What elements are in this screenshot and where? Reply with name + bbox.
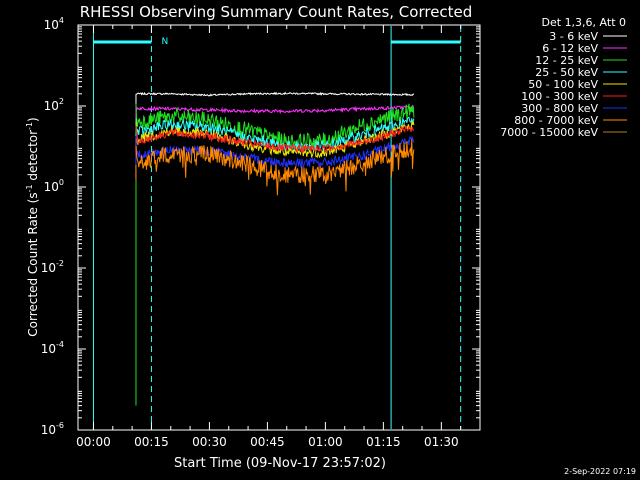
y-tick-exp: 2 <box>59 97 64 106</box>
footer-timestamp: 2-Sep-2022 07:19 <box>564 467 636 476</box>
y-axis-label-part2: detector <box>26 130 40 185</box>
x-tick-label: 00:15 <box>134 435 169 449</box>
y-tick-label: 10-4 <box>41 340 64 356</box>
y-tick-base: 10 <box>41 423 56 437</box>
y-tick-base: 10 <box>44 180 59 194</box>
y-tick-base: 10 <box>44 18 59 32</box>
y-tick-label: 104 <box>44 16 64 32</box>
x-axis: 00:00 00:15 00:30 00:45 01:00 01:15 01:30 <box>76 25 481 449</box>
legend-label: 800 - 7000 keV <box>514 114 598 127</box>
plot-area: N <box>92 26 462 429</box>
x-tick-label: 00:00 <box>76 435 111 449</box>
series-line <box>135 104 415 115</box>
legend-label: 7000 - 15000 keV <box>500 126 598 139</box>
x-tick-label: 01:15 <box>366 435 401 449</box>
y-axis-label: Corrected Count Rate (s-1 detector-1) <box>25 117 40 336</box>
y-axis-label-part3: ) <box>26 117 40 122</box>
y-axis-label-sup2: -1 <box>25 122 34 130</box>
legend-label: 25 - 50 keV <box>535 66 598 79</box>
plot-frame <box>77 24 481 431</box>
legend-label: 50 - 100 keV <box>528 78 598 91</box>
x-axis-label: Start Time (09-Nov-17 23:57:02) <box>174 456 386 471</box>
x-tick-label: 01:30 <box>424 435 459 449</box>
legend-label: 3 - 6 keV <box>549 30 598 43</box>
legend-label: 300 - 800 keV <box>521 102 598 115</box>
y-tick-base: 10 <box>41 342 56 356</box>
series-line <box>135 124 414 154</box>
y-tick-label: 100 <box>44 178 64 194</box>
legend-label: 6 - 12 keV <box>542 42 598 55</box>
y-tick-label: 10-2 <box>41 259 64 275</box>
y-tick-label: 102 <box>44 97 64 113</box>
y-tick-exp: -2 <box>56 259 64 268</box>
x-tick-label: 00:30 <box>192 435 227 449</box>
series-line <box>135 91 415 97</box>
y-axis-label-part1: Corrected Count Rate (s <box>26 192 40 336</box>
y-axis-label-sup1: -1 <box>25 184 34 192</box>
legend-label: 12 - 25 keV <box>535 54 598 67</box>
y-tick-exp: -4 <box>56 340 64 349</box>
x-tick-label: 00:45 <box>250 435 285 449</box>
x-tick-label: 01:00 <box>308 435 343 449</box>
y-tick-base: 10 <box>44 99 59 113</box>
night-label: N <box>161 37 168 47</box>
y-tick-exp: 0 <box>59 178 64 187</box>
legend-header: Det 1,3,6, Att 0 <box>542 16 626 29</box>
y-tick-label: 10-6 <box>41 421 64 437</box>
chart-title: RHESSI Observing Summary Count Rates, Co… <box>80 3 473 21</box>
series-line <box>135 139 415 196</box>
y-tick-base: 10 <box>41 261 56 275</box>
series-line <box>135 103 415 150</box>
legend-label: 100 - 300 keV <box>521 90 598 103</box>
y-tick-exp: -6 <box>56 421 64 430</box>
y-tick-exp: 4 <box>59 16 64 25</box>
series-line <box>135 116 415 154</box>
